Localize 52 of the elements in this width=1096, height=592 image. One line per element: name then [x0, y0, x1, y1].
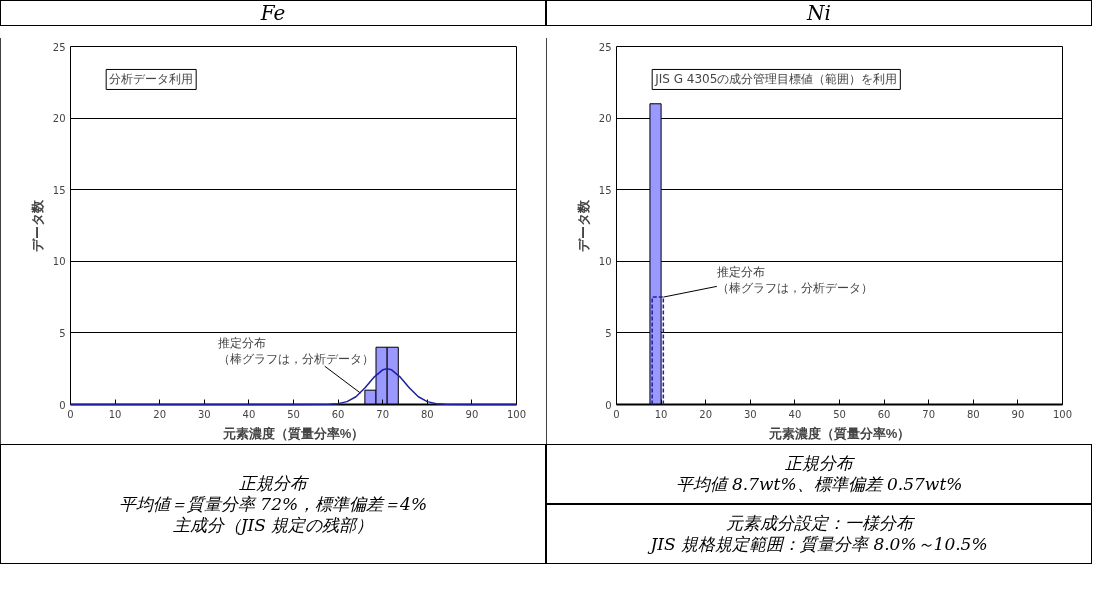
- x-tick-label: 40: [242, 408, 256, 420]
- x-axis-title: 元素濃度（質量分率%）: [221, 425, 365, 441]
- x-tick-label: 30: [743, 408, 757, 420]
- x-tick-label: 20: [699, 408, 713, 420]
- x-tick-label: 50: [833, 408, 846, 420]
- y-tick-label: 20: [598, 113, 612, 125]
- y-tick-label: 5: [605, 327, 612, 339]
- y-tick-label: 20: [52, 113, 66, 125]
- x-tick-label: 60: [331, 408, 345, 420]
- annotation: （棒グラフは，分析データ）: [217, 352, 374, 367]
- text: 主成分（JIS 規定の残部）: [172, 514, 374, 535]
- x-tick-label: 20: [153, 408, 167, 420]
- x-tick-label: 80: [966, 408, 980, 420]
- y-tick-label: 0: [59, 399, 66, 411]
- text: 元素成分設定：一様分布: [725, 513, 913, 533]
- x-tick-label: 60: [877, 408, 891, 420]
- x-tick-label: 100: [506, 408, 527, 420]
- y-tick-label: 15: [598, 184, 612, 196]
- x-tick-label: 40: [788, 408, 802, 420]
- y-tick-label: 25: [598, 41, 612, 53]
- y-tick-label: 15: [52, 184, 66, 196]
- y-tick-label: 5: [59, 327, 66, 339]
- x-tick-label: 0: [67, 408, 74, 420]
- chart-title: Ni: [546, 0, 1092, 26]
- y-tick-label: 10: [52, 256, 66, 268]
- annotation: （棒グラフは，分析データ）: [716, 281, 873, 296]
- x-tick-label: 100: [1052, 408, 1073, 420]
- y-axis-title: データ数: [575, 198, 591, 252]
- annotation: JIS G 4305の成分管理目標値（範囲）を利用: [654, 72, 898, 87]
- x-tick-label: 50: [287, 408, 300, 420]
- y-tick-label: 25: [52, 41, 66, 53]
- x-tick-label: 80: [420, 408, 434, 420]
- y-axis-title: データ数: [29, 198, 45, 252]
- chart-title: Fe: [0, 0, 546, 26]
- text: 平均値 8.7wt%、標準偏差 0.57wt%: [675, 474, 963, 494]
- x-tick-label: 90: [1011, 408, 1025, 420]
- x-tick-label: 10: [108, 408, 122, 420]
- annotation: 分析データ利用: [109, 72, 194, 87]
- text: 正規分布: [238, 472, 307, 493]
- text: 平均値＝質量分率 72%，標準偏差＝4%: [118, 493, 428, 514]
- text: 正規分布: [785, 453, 853, 473]
- y-tick-label: 10: [598, 256, 612, 268]
- x-tick-label: 30: [197, 408, 211, 420]
- y-tick-label: 0: [605, 399, 612, 411]
- x-tick-label: 70: [376, 408, 390, 420]
- x-tick-label: 70: [922, 408, 936, 420]
- x-tick-label: 90: [465, 408, 479, 420]
- x-tick-label: 0: [613, 408, 620, 420]
- annotation: 推定分布: [217, 336, 266, 351]
- x-tick-label: 10: [654, 408, 668, 420]
- x-axis-title: 元素濃度（質量分率%）: [767, 425, 911, 441]
- annotation: 推定分布: [716, 265, 765, 280]
